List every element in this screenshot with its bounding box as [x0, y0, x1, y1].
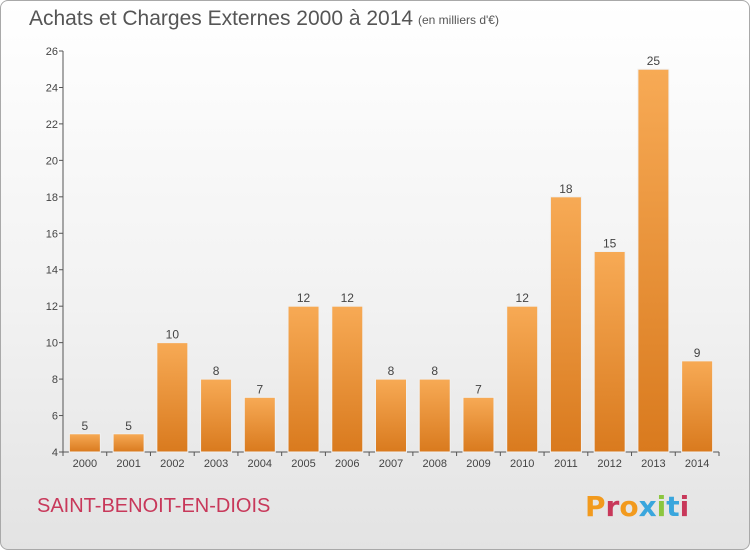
y-tick-label: 14: [46, 265, 58, 277]
bar-2012: [593, 251, 626, 453]
x-tick-label: 2011: [554, 458, 578, 470]
y-tick-label: 24: [46, 82, 58, 94]
x-tick-label: 2014: [685, 458, 709, 470]
bar-value-label: 10: [166, 328, 180, 342]
bar-2005: [287, 305, 320, 453]
bar-2008: [418, 378, 451, 453]
bar-value-labels: 5 5 10 8 7 12 12 8 8 7 12 18 15 25 9: [82, 54, 701, 433]
y-tick-label: 16: [46, 228, 58, 240]
x-tick-label: 2009: [466, 458, 490, 470]
x-tick-label: 2001: [116, 458, 140, 470]
x-tick-label: 2003: [204, 458, 228, 470]
bar-2014: [681, 360, 714, 453]
bar-value-label: 25: [647, 54, 661, 68]
bar-2013: [637, 68, 670, 453]
y-tick-label: 22: [46, 119, 58, 131]
bars: [68, 68, 714, 453]
bar-value-label: 12: [516, 291, 530, 305]
bar-value-label: 12: [341, 291, 355, 305]
y-axis: 4 6 8 10 12 14 16 18 20 22 24 26: [46, 46, 64, 459]
x-tick-label: 2013: [641, 458, 665, 470]
chart-title: Achats et Charges Externes 2000 à 2014: [29, 7, 414, 30]
bar-2001: [112, 433, 145, 453]
bar-2011: [549, 196, 582, 453]
bar-value-label: 15: [603, 237, 617, 251]
y-tick-label: 6: [52, 411, 58, 423]
bar-value-label: 18: [559, 182, 573, 196]
logo-letter: i: [679, 490, 690, 523]
bar-value-label: 12: [297, 291, 311, 305]
x-tick-label: 2002: [160, 458, 184, 470]
bar-2007: [375, 378, 407, 453]
chart-subtitle: (en milliers d'€): [418, 13, 499, 27]
y-tick-label: 10: [46, 338, 58, 350]
bar-value-label: 5: [82, 419, 89, 433]
logo-letter: r: [605, 490, 620, 523]
bar-2002: [156, 342, 189, 453]
proxiti-logo[interactable]: Proxiti: [585, 490, 689, 523]
x-tick-label: 2004: [248, 458, 272, 470]
x-tick-label: 2007: [379, 458, 403, 470]
x-tick-label: 2010: [510, 458, 534, 470]
bar-2003: [200, 378, 233, 453]
y-tick-label: 18: [46, 192, 58, 204]
bar-2009: [462, 396, 495, 453]
y-tick-label: 20: [46, 155, 58, 167]
bar-2004: [243, 396, 276, 453]
y-tick-label: 26: [46, 46, 58, 58]
x-tick-label: 2012: [597, 458, 621, 470]
commune-name: SAINT-BENOIT-EN-DIOIS: [37, 495, 271, 517]
bar-value-label: 7: [256, 382, 263, 396]
bar-value-label: 8: [213, 364, 220, 378]
y-tick-label: 8: [52, 374, 58, 386]
bar-value-label: 8: [388, 364, 395, 378]
logo-letter: o: [619, 490, 639, 523]
bar-2010: [506, 305, 539, 453]
logo-letter: P: [585, 490, 606, 523]
bar-2000: [68, 433, 101, 453]
logo-letter: x: [638, 490, 657, 523]
y-tick-label: 12: [46, 301, 58, 313]
y-tick-label: 4: [52, 447, 58, 459]
bar-value-label: 5: [125, 419, 132, 433]
bar-value-label: 8: [431, 364, 438, 378]
logo-letter: t: [666, 490, 680, 523]
x-tick-label: 2006: [335, 458, 359, 470]
x-tick-label: 2008: [422, 458, 446, 470]
x-axis: 2000 2001 2002 2003 2004 2005 2006 2007 2008 2009…: [62, 451, 720, 470]
x-tick-label: 2000: [73, 458, 97, 470]
bar-value-label: 9: [694, 346, 701, 360]
x-tick-label: 2005: [291, 458, 315, 470]
bar-2006: [331, 305, 364, 453]
bar-value-label: 7: [475, 382, 482, 396]
logo-letter: i: [656, 490, 667, 523]
